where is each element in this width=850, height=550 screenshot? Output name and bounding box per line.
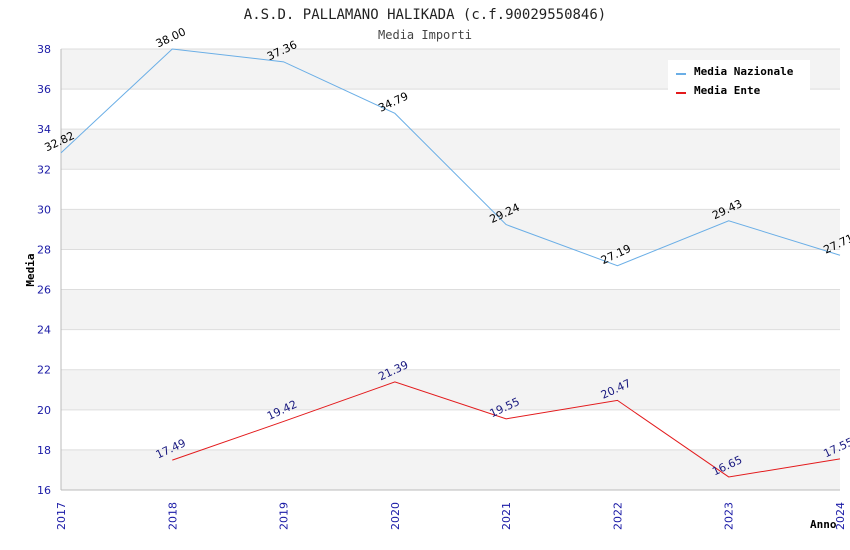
y-axis-label: Media — [24, 253, 37, 286]
x-tick-label: 2021 — [500, 502, 513, 530]
x-tick-label: 2023 — [723, 502, 736, 530]
legend-box — [668, 60, 810, 102]
y-tick-label: 16 — [37, 484, 51, 497]
series-lines — [60, 48, 841, 478]
x-tick-label: 2024 — [834, 502, 847, 530]
x-axis-label: Anno — [810, 518, 837, 531]
grid-bands — [61, 49, 840, 490]
y-tick-label: 26 — [37, 284, 51, 297]
grid-band — [61, 449, 840, 490]
grid-lines — [61, 48, 840, 491]
x-tick-label: 2018 — [166, 502, 179, 530]
legend-label-media-ente: Media Ente — [694, 84, 761, 97]
grid-band — [61, 129, 840, 170]
y-tick-label: 24 — [37, 324, 51, 337]
x-tick-label: 2017 — [55, 502, 68, 530]
data-label: 34.79 — [376, 90, 410, 115]
y-tick-label: 36 — [37, 83, 51, 96]
grid-band — [61, 209, 840, 250]
legend-label-media-nazionale: Media Nazionale — [694, 65, 794, 78]
series-line-0 — [60, 48, 841, 267]
y-tick-label: 32 — [37, 163, 51, 176]
y-axis-ticks: 16 18 20 22 24 26 28 30 32 34 36 38 — [37, 43, 51, 497]
grid-band — [61, 289, 840, 330]
y-tick-label: 34 — [37, 123, 51, 136]
chart-title: A.S.D. PALLAMANO HALIKADA (c.f.900295508… — [244, 7, 606, 23]
y-tick-label: 18 — [37, 444, 51, 457]
y-tick-label: 28 — [37, 243, 51, 256]
y-tick-label: 30 — [37, 203, 51, 216]
y-tick-label: 38 — [37, 43, 51, 56]
y-tick-label: 22 — [37, 364, 51, 377]
grid-band — [61, 369, 840, 410]
x-tick-label: 2022 — [611, 502, 624, 530]
chart-subtitle: Media Importi — [378, 28, 472, 42]
x-tick-label: 2020 — [389, 502, 402, 530]
series-line-1 — [172, 381, 841, 478]
legend: Media Nazionale Media Ente — [668, 60, 810, 102]
x-axis-ticks: 2017 2018 2019 2020 2021 2022 2023 2024 — [55, 502, 847, 530]
x-tick-label: 2019 — [278, 502, 291, 530]
y-tick-label: 20 — [37, 404, 51, 417]
data-label: 38.00 — [154, 25, 188, 50]
